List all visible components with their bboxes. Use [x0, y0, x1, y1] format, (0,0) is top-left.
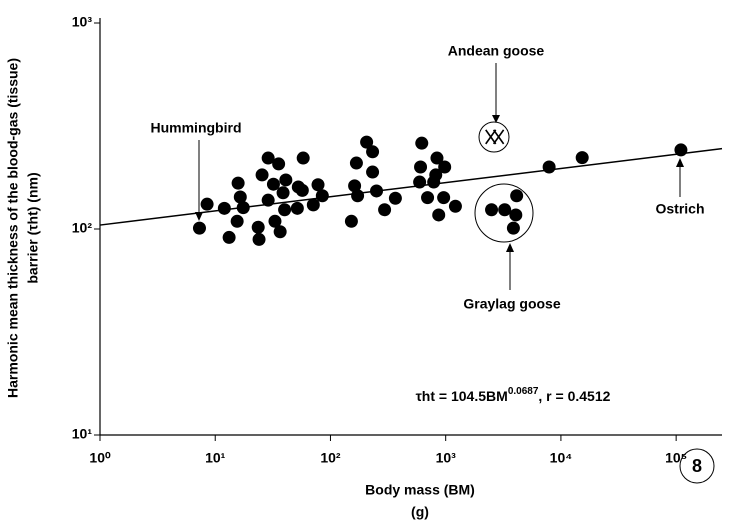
- eq-part: , r =: [538, 388, 567, 404]
- x-tick-label: 10⁴: [550, 450, 573, 466]
- point: [510, 189, 524, 203]
- fit-line: [99, 147, 723, 226]
- point: [272, 157, 286, 171]
- point: [575, 151, 589, 165]
- graylag-label: Graylag goose: [463, 296, 560, 312]
- y-axis-label-2: barrier (τht) (nm): [25, 172, 41, 283]
- point: [268, 214, 282, 228]
- point: [251, 220, 265, 234]
- point: [413, 175, 427, 189]
- point: [348, 179, 362, 193]
- y-axis-label: Harmonic mean thickness of the blood-gas…: [5, 58, 21, 398]
- group-circle: [478, 121, 510, 153]
- point: [432, 208, 446, 222]
- point: [421, 191, 435, 205]
- point: [236, 201, 250, 215]
- andean-label: Andean goose: [448, 43, 545, 59]
- point: [278, 203, 292, 217]
- eq-coef: 104.5: [451, 388, 486, 404]
- point-x: [485, 129, 497, 145]
- x-tick-label: 10⁵: [665, 450, 687, 466]
- arrow-head: [195, 212, 203, 221]
- point: [415, 136, 429, 150]
- point: [290, 201, 304, 215]
- point: [351, 189, 365, 203]
- point: [498, 203, 512, 217]
- point: [222, 230, 236, 244]
- point: [296, 151, 310, 165]
- equation: τht = 104.5BM0.0687, r = 0.4512: [416, 386, 611, 404]
- point: [279, 173, 293, 187]
- x-tick-label: 10⁰: [89, 450, 111, 466]
- eq-r: 0.4512: [568, 388, 611, 404]
- arrow-head: [676, 158, 684, 167]
- point: [252, 232, 266, 246]
- arrow-head: [492, 115, 500, 123]
- ostrich-label: Ostrich: [655, 201, 704, 217]
- point: [306, 198, 320, 212]
- point: [366, 145, 380, 159]
- point: [266, 177, 280, 191]
- x-axis-label: Body mass (BM): [365, 482, 475, 498]
- point: [230, 214, 244, 228]
- panel-label: 8: [692, 456, 702, 476]
- point: [295, 183, 309, 197]
- x-tick-label: 10³: [436, 450, 457, 466]
- point: [315, 189, 329, 203]
- point: [448, 199, 462, 213]
- y-tick-label: 10²: [72, 220, 93, 236]
- point: [344, 214, 358, 228]
- point: [349, 156, 363, 170]
- point: [261, 193, 275, 207]
- point: [414, 160, 428, 174]
- panel-circle: [679, 448, 715, 484]
- point: [506, 221, 520, 235]
- y-tick-label: 10³: [72, 14, 93, 30]
- eq-part: BM: [486, 388, 508, 404]
- arrow-head: [506, 243, 514, 252]
- point: [192, 221, 206, 235]
- point: [542, 160, 556, 174]
- eq-part: τht =: [416, 388, 451, 404]
- point: [429, 168, 443, 182]
- point: [509, 208, 523, 222]
- point: [430, 151, 444, 165]
- group-circle: [474, 183, 534, 243]
- point: [674, 143, 688, 157]
- point: [378, 203, 392, 217]
- point: [485, 203, 499, 217]
- point: [273, 225, 287, 239]
- point: [231, 176, 245, 190]
- point: [366, 165, 380, 179]
- point: [255, 168, 269, 182]
- point: [233, 190, 247, 204]
- point: [200, 197, 214, 211]
- point: [438, 160, 452, 174]
- eq-exponent: 0.0687: [508, 386, 539, 397]
- x-tick-label: 10²: [320, 450, 341, 466]
- point: [370, 184, 384, 198]
- point: [360, 135, 374, 149]
- x-tick-label: 10¹: [205, 450, 226, 466]
- point: [437, 191, 451, 205]
- point: [388, 191, 402, 205]
- x-axis-unit: (g): [411, 504, 429, 520]
- point-x: [492, 129, 505, 145]
- point: [311, 178, 325, 192]
- point: [261, 151, 275, 165]
- hummingbird-label: Hummingbird: [151, 120, 242, 136]
- point: [217, 201, 231, 215]
- y-tick-label: 10¹: [72, 426, 93, 442]
- point: [276, 186, 290, 200]
